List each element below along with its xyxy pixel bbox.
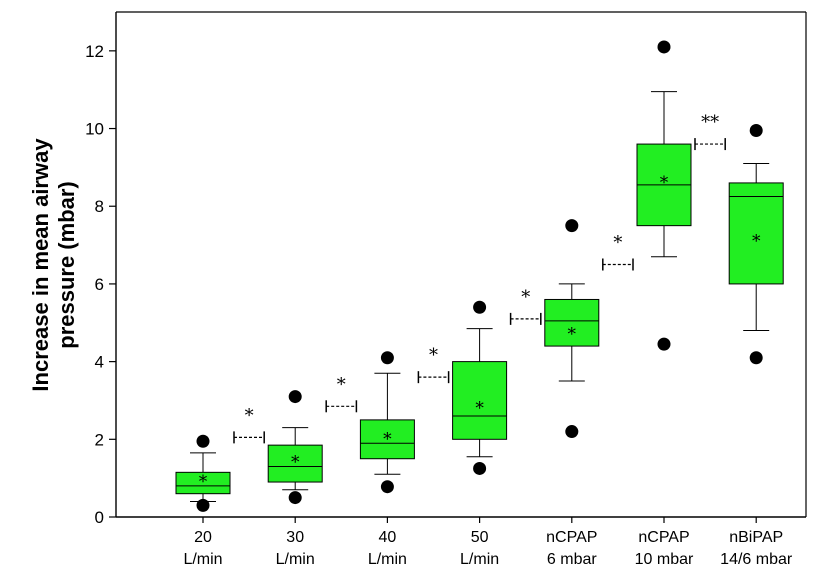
y-axis-label-line: Increase in mean airway [28,138,53,392]
mean-marker: * [383,429,392,449]
y-tick-label: 4 [95,353,104,372]
mean-marker: * [199,472,208,492]
y-axis-label-line: pressure (mbar) [54,181,79,349]
significance-comparisons: ******* [233,112,726,444]
y-tick-label: 8 [95,197,104,216]
box-body [175,471,231,495]
box-1: * [175,434,231,512]
mean-marker: * [475,398,484,418]
box-body [452,361,508,440]
comparison-3: * [417,345,450,384]
x-category-label-line1: nBiPAP [729,529,783,546]
outlier-point [288,390,302,404]
outlier-point [473,300,487,314]
outlier-point [380,480,394,494]
significance-label: * [429,345,438,366]
outlier-point [749,351,763,365]
y-tick-label: 6 [95,275,104,294]
x-category-label-line1: nCPAP [546,529,597,546]
box-body [728,182,784,285]
comparison-5: * [602,233,634,271]
significance-label: * [613,233,622,254]
x-category-label-line2: L/min [276,551,315,568]
significance-label: ** [701,112,719,133]
box-body [544,298,600,347]
x-category-label-line2: L/min [183,551,222,568]
comparison-4: * [509,287,542,325]
y-tick-label: 12 [85,42,104,61]
significance-label: * [521,287,530,308]
y-tick-label: 2 [95,430,104,449]
x-category-label-line2: L/min [368,551,407,568]
outlier-point [288,491,302,505]
x-category-label-line1: nCPAP [638,529,689,546]
boxes: ******* [175,40,784,512]
outlier-point [380,351,394,365]
mean-marker: * [660,173,669,193]
x-category-label-line1: 40 [379,529,397,546]
x-category-label-line2: 6 mbar [547,551,597,568]
x-category-label-line1: 30 [286,529,304,546]
box-2: * [267,390,323,505]
outlier-point [196,434,210,448]
significance-label: * [337,374,346,395]
comparison-2: * [325,374,358,413]
y-tick-label: 10 [85,120,104,139]
mean-marker: * [291,453,300,473]
outlier-point [749,123,763,137]
box-body [267,444,323,483]
x-category-label-line2: 10 mbar [635,551,694,568]
mean-marker: * [568,325,577,345]
x-category-label-line2: L/min [460,551,499,568]
comparison-1: * [233,405,265,444]
outlier-point [196,498,210,512]
significance-label: * [245,405,254,426]
y-tick-label: 0 [95,508,104,527]
y-axis-label: Increase in mean airway pressure (mbar) [28,138,79,392]
x-category-label-line2: 14/6 mbar [720,551,793,568]
box-5: * [544,219,600,439]
box-6: * [636,40,692,351]
x-category-label-line1: 50 [471,529,489,546]
axes: 0 2 4 6 8 10 12 20 L/min 30 L/min 40 L/min 50 L/min nCP… [85,11,807,568]
outlier-point [565,425,579,439]
box-3: * [359,351,415,494]
outlier-point [473,461,487,475]
outlier-point [565,219,579,233]
mean-marker: * [752,231,761,251]
box-4: * [452,300,508,475]
comparison-6: ** [694,112,726,151]
outlier-point [657,40,671,54]
box-body [359,419,415,460]
box-7: * [728,123,784,365]
x-category-label-line1: 20 [194,529,212,546]
outlier-point [657,337,671,351]
